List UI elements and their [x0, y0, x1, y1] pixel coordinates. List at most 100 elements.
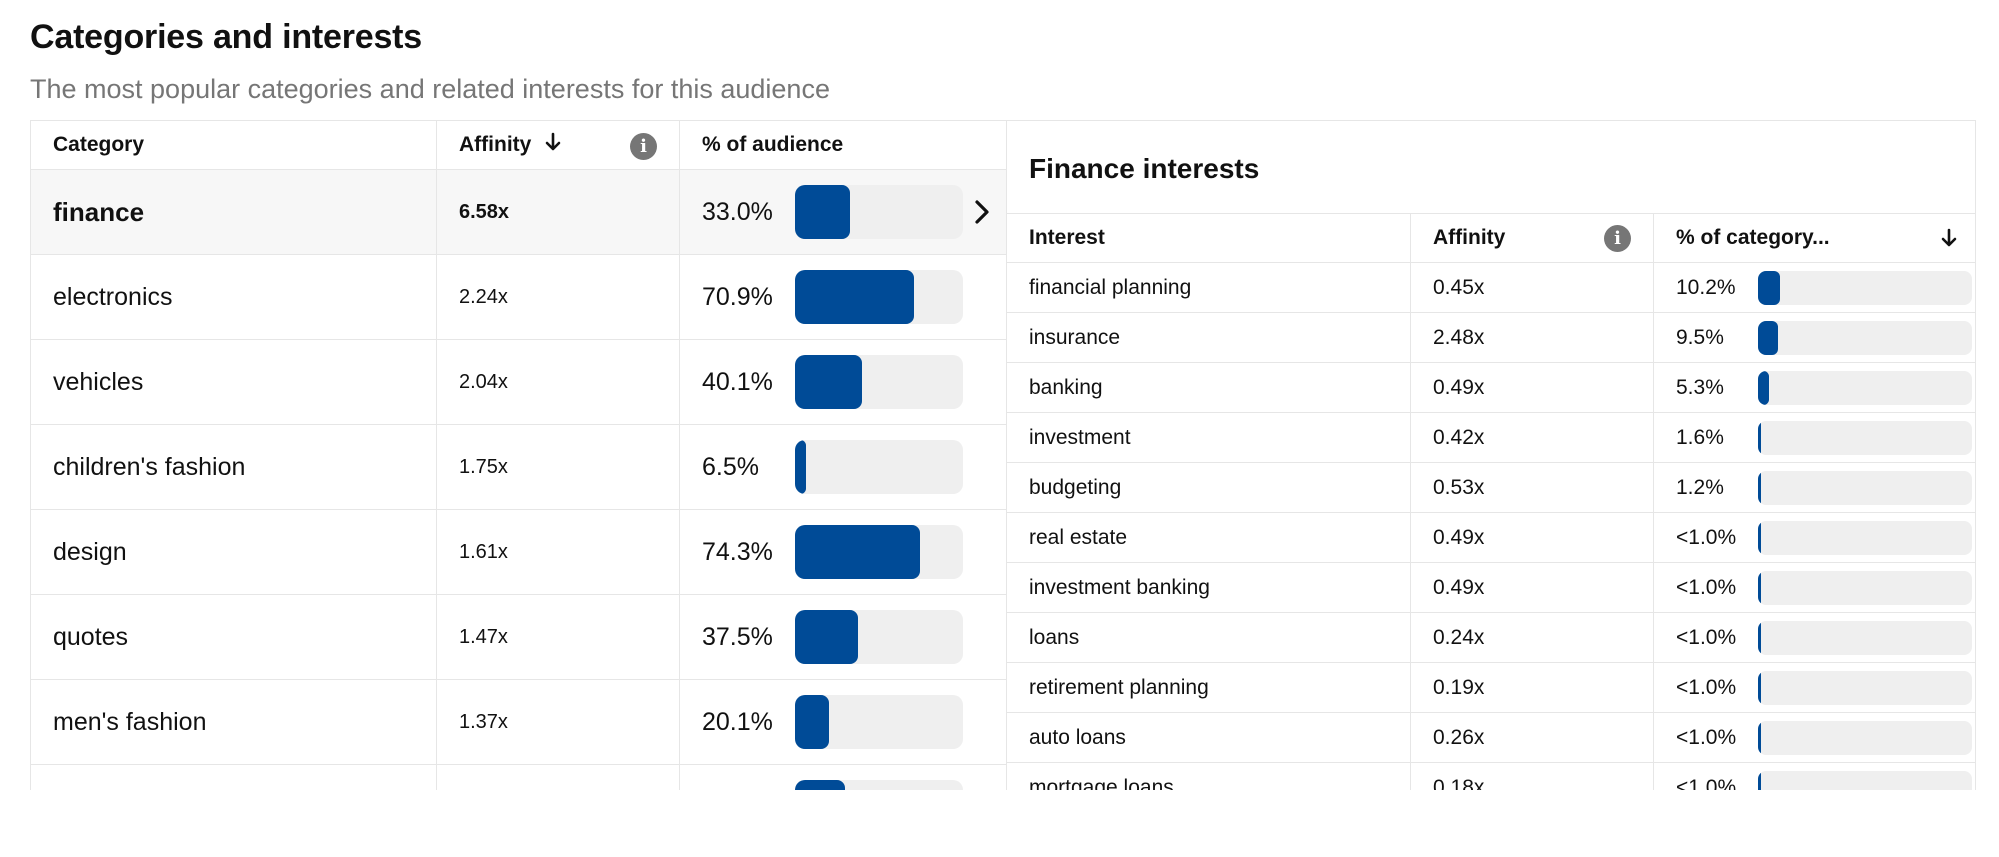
column-header-affinity[interactable]: Affinity i: [1411, 214, 1654, 262]
interest-row[interactable]: financial planning 0.45x 10.2%: [1007, 263, 1975, 313]
percent-bar-fill: [1758, 570, 1761, 605]
interest-percent: <1.0%: [1654, 563, 1975, 612]
percent-bar-fill: [1758, 470, 1761, 505]
interest-row[interactable]: retirement planning 0.19x <1.0%: [1007, 663, 1975, 713]
category-name: design: [31, 510, 437, 594]
category-row[interactable]: electronics 2.24x 70.9%: [31, 255, 1006, 340]
percent-bar-fill: [1758, 770, 1761, 790]
categories-table-header: Category Affinity i % of audience: [31, 121, 1006, 170]
percent-bar-track: [1758, 520, 1972, 555]
percent-label: 33.0%: [702, 197, 773, 226]
interest-name: mortgage loans: [1007, 763, 1411, 790]
category-affinity: 2.24x: [437, 255, 680, 339]
interest-percent: 5.3%: [1654, 363, 1975, 412]
chevron-right-icon[interactable]: [973, 170, 991, 254]
arrow-down-icon: [1941, 214, 1957, 262]
arrow-down-icon: [545, 132, 561, 158]
interest-row[interactable]: insurance 2.48x 9.5%: [1007, 313, 1975, 363]
interest-row[interactable]: real estate 0.49x <1.0%: [1007, 513, 1975, 563]
percent-bar-track: [795, 695, 963, 749]
interests-panel: Finance interests Interest Affinity i % …: [1006, 120, 1976, 790]
interest-affinity: 0.53x: [1411, 463, 1654, 512]
column-header-percent-category[interactable]: % of category...: [1654, 214, 1975, 262]
percent-bar-track: [1758, 570, 1972, 605]
category-row[interactable]: children's fashion 1.75x 6.5%: [31, 425, 1006, 510]
category-affinity: [437, 765, 680, 790]
percent-label: <1.0%: [1676, 525, 1737, 549]
column-header-interest[interactable]: Interest: [1007, 214, 1411, 262]
percent-bar-fill: [795, 270, 915, 324]
column-header-affinity[interactable]: Affinity i: [437, 121, 680, 169]
interest-percent: <1.0%: [1654, 763, 1975, 790]
percent-bar-track: [795, 185, 963, 239]
interest-row[interactable]: mortgage loans 0.18x <1.0%: [1007, 763, 1975, 790]
percent-bar-fill: [795, 355, 863, 409]
percent-bar-track: [1758, 670, 1972, 705]
interest-row[interactable]: investment banking 0.49x <1.0%: [1007, 563, 1975, 613]
category-row[interactable]: vehicles 2.04x 40.1%: [31, 340, 1006, 425]
column-header-category[interactable]: Category: [31, 121, 437, 169]
interests-panel-title: Finance interests: [1029, 153, 1260, 184]
category-percent: 40.1%: [680, 340, 1006, 424]
interest-name: insurance: [1007, 313, 1411, 362]
page-subtitle: The most popular categories and related …: [30, 74, 830, 104]
percent-bar-fill: [1758, 270, 1780, 305]
category-percent: 70.9%: [680, 255, 1006, 339]
category-affinity: 1.75x: [437, 425, 680, 509]
category-affinity: 2.04x: [437, 340, 680, 424]
interest-row[interactable]: budgeting 0.53x 1.2%: [1007, 463, 1975, 513]
interest-affinity: 0.19x: [1411, 663, 1654, 712]
percent-bar-track: [795, 355, 963, 409]
category-row[interactable]: design 1.61x 74.3%: [31, 510, 1006, 595]
percent-bar-fill: [1758, 720, 1761, 755]
category-row[interactable]: men's fashion 1.37x 20.1%: [31, 680, 1006, 765]
interest-affinity: 0.24x: [1411, 613, 1654, 662]
interest-row[interactable]: auto loans 0.26x <1.0%: [1007, 713, 1975, 763]
interest-percent: <1.0%: [1654, 713, 1975, 762]
percent-bar-track: [1758, 470, 1972, 505]
category-percent: 33.0%: [680, 170, 1006, 254]
percent-bar-track: [795, 525, 963, 579]
category-percent: 6.5%: [680, 425, 1006, 509]
percent-label: 6.5%: [702, 452, 759, 481]
interest-name: investment: [1007, 413, 1411, 462]
percent-label: 70.9%: [702, 282, 773, 311]
category-row[interactable]: [31, 765, 1006, 790]
interest-percent: <1.0%: [1654, 513, 1975, 562]
category-row[interactable]: finance 6.58x 33.0%: [31, 170, 1006, 255]
category-percent: 74.3%: [680, 510, 1006, 594]
percent-bar-track: [795, 780, 963, 790]
category-row[interactable]: quotes 1.47x 37.5%: [31, 595, 1006, 680]
category-percent: 20.1%: [680, 680, 1006, 764]
interest-affinity: 0.42x: [1411, 413, 1654, 462]
info-icon[interactable]: i: [1604, 225, 1631, 252]
percent-bar-fill: [1758, 420, 1762, 455]
percent-bar-track: [1758, 770, 1972, 790]
percent-bar-fill: [1758, 370, 1770, 405]
interest-name: retirement planning: [1007, 663, 1411, 712]
interest-percent: <1.0%: [1654, 663, 1975, 712]
interest-name: budgeting: [1007, 463, 1411, 512]
percent-label: <1.0%: [1676, 675, 1737, 699]
interest-affinity: 2.48x: [1411, 313, 1654, 362]
interest-percent: 1.6%: [1654, 413, 1975, 462]
percent-label: <1.0%: [1676, 725, 1737, 749]
percent-label: 1.2%: [1676, 475, 1724, 499]
percent-bar-fill: [795, 695, 829, 749]
interest-row[interactable]: banking 0.49x 5.3%: [1007, 363, 1975, 413]
percent-bar-fill: [795, 440, 806, 494]
interest-row[interactable]: loans 0.24x <1.0%: [1007, 613, 1975, 663]
percent-bar-fill: [1758, 620, 1761, 655]
column-header-percent-audience[interactable]: % of audience: [702, 133, 844, 156]
category-percent: 37.5%: [680, 595, 1006, 679]
percent-bar-track: [1758, 620, 1972, 655]
categories-table: Category Affinity i % of audience financ…: [30, 120, 1006, 790]
info-icon[interactable]: i: [630, 133, 657, 160]
interest-row[interactable]: investment 0.42x 1.6%: [1007, 413, 1975, 463]
percent-bar-fill: [795, 525, 920, 579]
percent-label: 40.1%: [702, 367, 773, 396]
percent-bar-track: [795, 610, 963, 664]
page-title: Categories and interests: [30, 18, 422, 56]
percent-bar-fill: [795, 185, 851, 239]
interest-percent: <1.0%: [1654, 613, 1975, 662]
